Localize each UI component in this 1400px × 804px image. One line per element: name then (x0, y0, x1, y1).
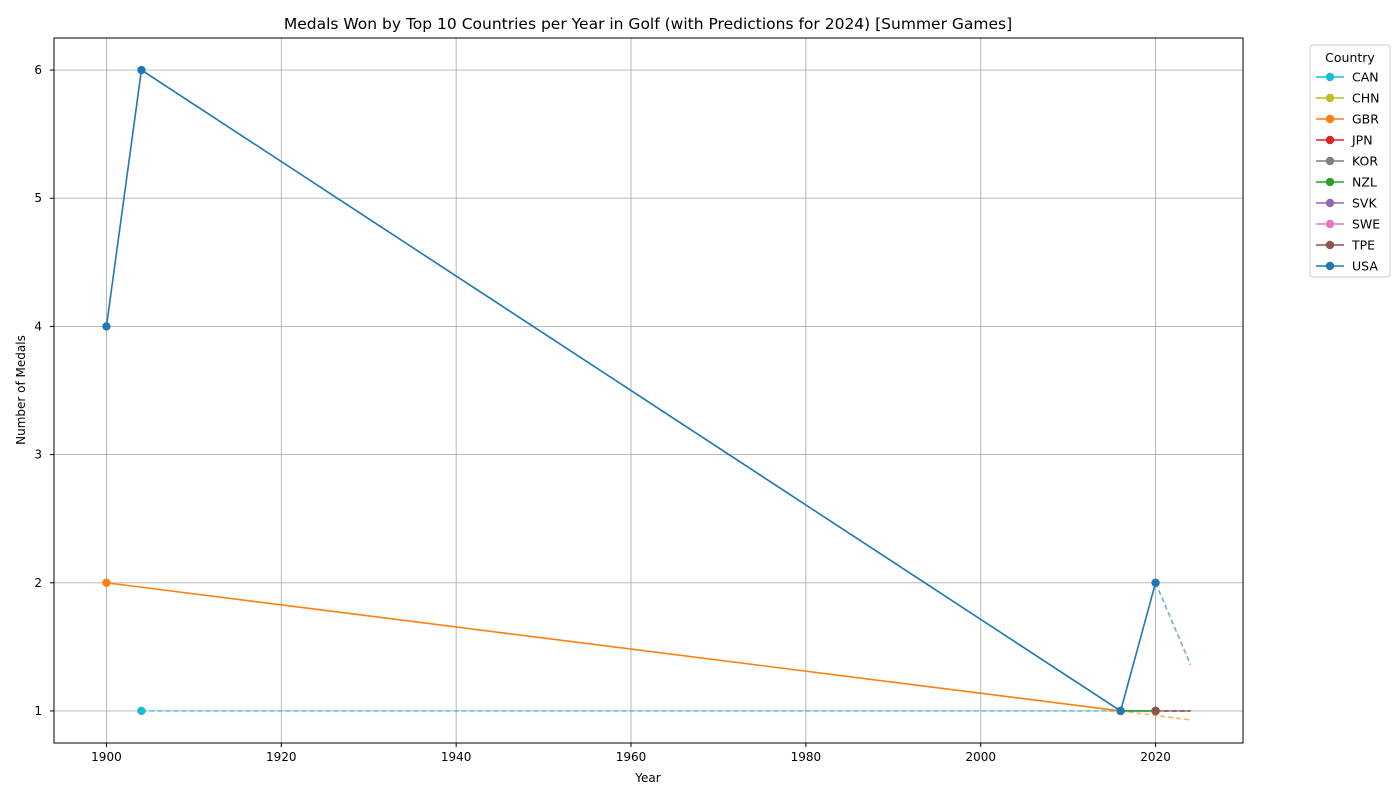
legend-label-swe: SWE (1352, 217, 1380, 232)
y-tick-label: 6 (34, 63, 42, 77)
data-point-usa (102, 322, 111, 331)
legend-label-nzl: NZL (1352, 175, 1377, 190)
legend-marker-swe (1325, 219, 1335, 229)
legend-title: Country (1325, 50, 1375, 65)
data-point-gbr (102, 578, 111, 587)
legend-label-chn: CHN (1352, 91, 1379, 106)
legend-marker-svk (1325, 198, 1335, 208)
legend-frame (1309, 44, 1391, 278)
legend-label-kor: KOR (1352, 154, 1378, 169)
legend-label-gbr: GBR (1352, 112, 1379, 127)
legend: Country CAN CHN GBR JPN KOR NZL SVK SWE TPE USA (1309, 44, 1391, 278)
y-tick-label: 1 (34, 704, 42, 718)
prediction-line-usa (1154, 582, 1192, 666)
legend-marker-jpn (1325, 135, 1335, 145)
legend-marker-chn (1325, 93, 1335, 103)
x-tick-label: 1940 (441, 750, 472, 764)
data-point-usa (1116, 706, 1125, 716)
legend-label-usa: USA (1352, 259, 1378, 274)
legend-label-jpn: JPN (1351, 133, 1373, 148)
legend-marker-kor (1325, 156, 1335, 166)
chart-title: Medals Won by Top 10 Countries per Year … (284, 15, 1012, 33)
x-tick-label: 1980 (791, 750, 822, 764)
x-tick-label: 2000 (965, 750, 996, 764)
legend-marker-tpe (1325, 240, 1335, 250)
legend-marker-nzl (1325, 177, 1335, 187)
legend-items: CAN CHN GBR JPN KOR NZL SVK SWE TPE USA (1316, 70, 1380, 274)
x-tick-label: 2020 (1140, 750, 1171, 764)
legend-label-svk: SVK (1352, 196, 1377, 211)
y-tick-label: 2 (34, 576, 42, 590)
data-point-usa (1151, 578, 1160, 587)
plot-area-frame (53, 37, 1244, 744)
data-point-usa (137, 65, 146, 75)
legend-label-can: CAN (1352, 70, 1379, 85)
legend-label-tpe: TPE (1351, 238, 1375, 253)
prediction-line-gbr (1120, 710, 1191, 721)
x-tick-label: 1960 (616, 750, 647, 764)
legend-marker-gbr (1325, 114, 1335, 124)
series-line-gbr (106, 581, 1121, 712)
data-point-can (137, 706, 146, 716)
legend-marker-usa (1325, 261, 1335, 271)
series-line-usa (105, 68, 1157, 713)
data-point-tpe (1151, 706, 1160, 716)
grid-lines (54, 38, 1243, 743)
x-tick-label: 1920 (266, 750, 297, 764)
axis-ticks: 1900 1920 1940 1960 1980 2000 2020 1 2 3 4 5 6 (34, 63, 1170, 764)
y-axis-label: Number of Medals (14, 335, 28, 445)
x-axis-label: Year (634, 771, 660, 785)
x-tick-label: 1900 (91, 750, 122, 764)
series-layer (102, 65, 1192, 721)
y-tick-label: 5 (34, 191, 42, 205)
legend-marker-can (1325, 72, 1335, 82)
y-tick-label: 4 (34, 319, 42, 333)
y-tick-label: 3 (34, 448, 42, 462)
